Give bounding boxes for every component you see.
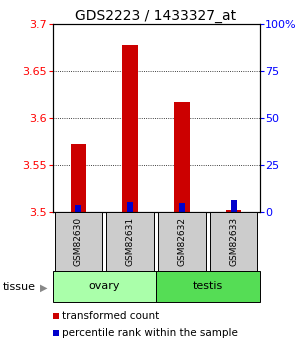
Text: GSM82630: GSM82630 <box>74 217 83 266</box>
Bar <box>52 271 156 302</box>
Text: percentile rank within the sample: percentile rank within the sample <box>62 328 238 338</box>
Title: GDS2223 / 1433327_at: GDS2223 / 1433327_at <box>75 9 237 23</box>
Bar <box>106 212 154 271</box>
Bar <box>70 144 86 212</box>
Text: GSM82631: GSM82631 <box>126 217 135 266</box>
Bar <box>158 212 206 271</box>
Text: GSM82633: GSM82633 <box>229 217 238 266</box>
Text: tissue: tissue <box>3 283 36 292</box>
Text: ▶: ▶ <box>40 283 47 292</box>
Bar <box>179 203 185 212</box>
Bar <box>210 212 257 271</box>
Bar <box>230 200 237 212</box>
Text: transformed count: transformed count <box>62 311 159 321</box>
Text: testis: testis <box>193 282 223 291</box>
Text: ovary: ovary <box>88 282 120 291</box>
Bar <box>122 45 138 212</box>
Bar <box>174 102 190 212</box>
Bar <box>226 210 242 212</box>
Bar <box>127 202 133 212</box>
Bar <box>75 205 82 212</box>
Text: GSM82632: GSM82632 <box>177 217 186 266</box>
Bar <box>156 271 260 302</box>
Bar <box>55 212 102 271</box>
